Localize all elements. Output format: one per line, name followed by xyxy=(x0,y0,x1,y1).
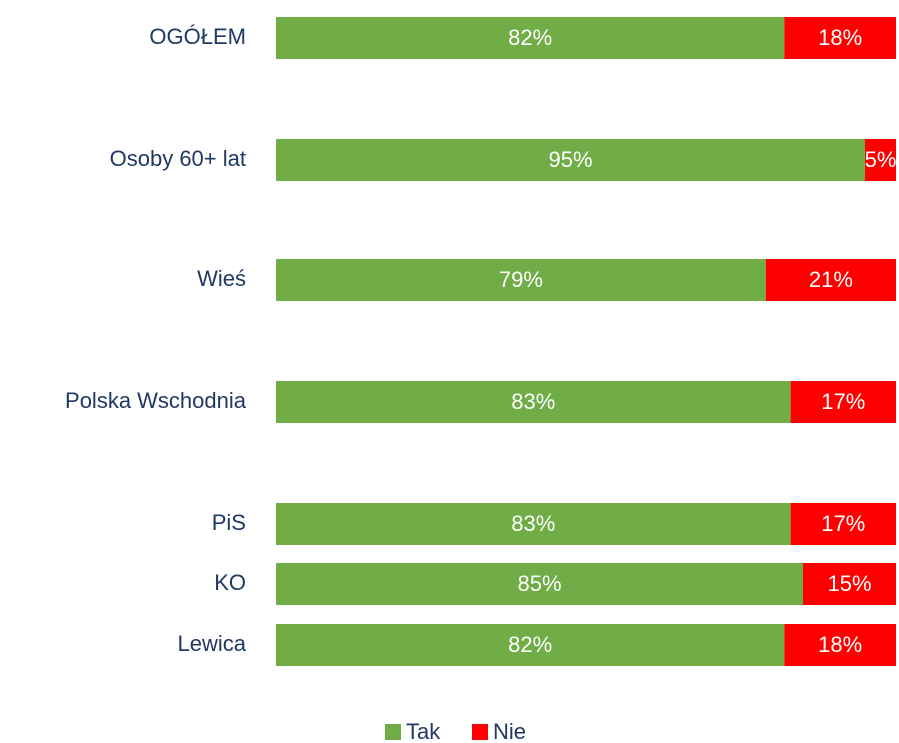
bar-segment xyxy=(803,563,896,605)
data-label: 82% xyxy=(508,632,552,657)
category-label: OGÓŁEM xyxy=(149,24,246,49)
category-label: KO xyxy=(214,570,246,595)
bar-segment xyxy=(784,17,896,59)
category-label: Wieś xyxy=(197,266,246,291)
data-label: 17% xyxy=(821,389,865,414)
category-label: Osoby 60+ lat xyxy=(110,146,246,171)
data-label: 83% xyxy=(511,389,555,414)
data-label: 17% xyxy=(821,511,865,536)
data-label: 15% xyxy=(827,571,871,596)
category-label: Lewica xyxy=(178,631,247,656)
bar-segment xyxy=(276,503,791,545)
bar-segment xyxy=(276,17,785,59)
data-label: 82% xyxy=(508,25,552,50)
bar-segment xyxy=(276,381,791,423)
legend-swatch xyxy=(385,724,401,740)
legend-label: Nie xyxy=(493,719,526,743)
bar-segment xyxy=(765,259,896,301)
bar-segment xyxy=(790,503,896,545)
data-label: 83% xyxy=(511,511,555,536)
legend-label: Tak xyxy=(406,719,441,743)
data-label: 21% xyxy=(809,267,853,292)
bar-segment xyxy=(865,139,896,181)
bar-segment xyxy=(790,381,896,423)
data-label: 85% xyxy=(517,571,561,596)
bar-segment xyxy=(276,259,766,301)
bar-segment xyxy=(276,624,785,666)
data-label: 5% xyxy=(865,147,897,172)
bar-segment xyxy=(784,624,896,666)
bar-segment xyxy=(276,139,865,181)
category-label: Polska Wschodnia xyxy=(65,388,247,413)
category-label: PiS xyxy=(212,510,246,535)
data-label: 95% xyxy=(548,147,592,172)
data-label: 79% xyxy=(499,267,543,292)
bar-segment xyxy=(276,563,803,605)
legend-swatch xyxy=(472,724,488,740)
data-label: 18% xyxy=(818,632,862,657)
data-label: 18% xyxy=(818,25,862,50)
